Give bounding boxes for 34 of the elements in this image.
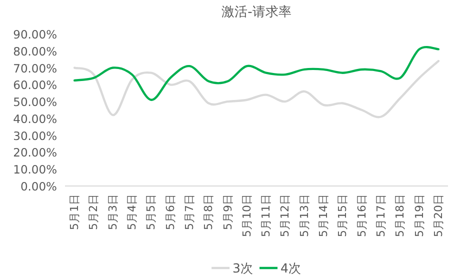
- y-tick-label: 90.00%: [13, 28, 58, 42]
- x-tick-label: 5月16日: [355, 194, 368, 237]
- y-tick-label: 70.00%: [13, 61, 58, 76]
- chart-title: 激活-请求率: [222, 4, 292, 20]
- line-series: [73, 60, 440, 118]
- y-tick-label: 80.00%: [13, 44, 58, 58]
- x-tick-label: 5月10日: [240, 194, 254, 237]
- x-tick-label: 5月17日: [374, 194, 388, 237]
- x-tick-label: 5月18日: [394, 194, 407, 237]
- x-tick-label: 5月9日: [221, 194, 234, 230]
- x-tick-label: 5月13日: [298, 194, 311, 237]
- y-tick-label: 10.00%: [13, 162, 58, 177]
- y-tick-label: 30.00%: [13, 128, 58, 143]
- x-tick-label: 5月3日: [106, 194, 120, 230]
- y-tick-label: 0.00%: [20, 180, 58, 194]
- x-tick-label: 5月12日: [278, 194, 292, 237]
- legend-label: 4次: [280, 260, 302, 276]
- y-tick-label: 60.00%: [13, 78, 58, 92]
- x-tick-label: 5月5日: [144, 194, 158, 230]
- x-tick-label: 5月14日: [317, 194, 330, 237]
- x-tick-label: 5月7日: [182, 194, 196, 230]
- x-tick-label: 5月1日: [68, 194, 82, 230]
- x-tick-label: 5月20日: [432, 194, 445, 237]
- x-tick-label: 5月4日: [126, 194, 139, 230]
- x-tick-label: 5月15日: [336, 194, 350, 237]
- x-tick-label: 5月11日: [260, 194, 273, 237]
- x-tick-label: 5月19日: [412, 194, 426, 237]
- y-tick-label: 20.00%: [13, 146, 58, 160]
- x-tick-label: 5月6日: [164, 194, 177, 230]
- x-tick-label: 5月8日: [202, 194, 216, 230]
- x-tick-label: 5月2日: [87, 194, 100, 230]
- y-tick-label: 50.00%: [13, 95, 58, 110]
- y-tick-label: 40.00%: [13, 112, 58, 126]
- legend-label: 3次: [232, 260, 254, 276]
